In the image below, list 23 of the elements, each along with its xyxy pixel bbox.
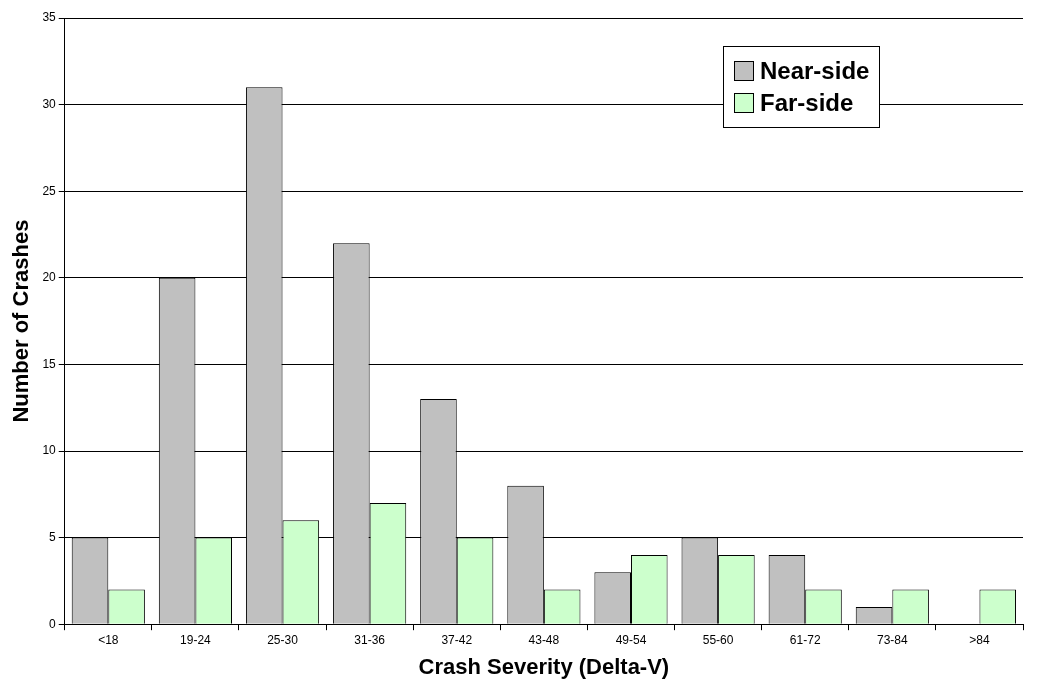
x-tick-label: 73-84 [876, 632, 908, 647]
y-tick-label: 20 [42, 270, 57, 285]
x-tick-label: 19-24 [180, 632, 212, 647]
legend-label: Far-side [760, 89, 854, 117]
y-tick-label: 0 [49, 616, 57, 631]
x-tick-label: 43-48 [528, 632, 560, 647]
x-axis-title: Crash Severity (Delta-V) [418, 653, 670, 679]
x-tick-label: 31-36 [354, 632, 386, 647]
y-axis-title: Number of Crashes [8, 219, 34, 423]
x-tick-label: >84 [969, 632, 990, 647]
y-tick-label: 5 [49, 529, 57, 544]
y-tick-label: 15 [42, 356, 57, 371]
y-tick-label: 10 [42, 443, 57, 458]
x-tick-label: 25-30 [267, 632, 299, 647]
y-tick-label: 35 [42, 10, 57, 25]
legend-label: Near-side [760, 57, 870, 85]
x-tick-label: 55-60 [702, 632, 734, 647]
x-tick-label: 61-72 [789, 632, 821, 647]
y-tick-label: 30 [42, 96, 57, 111]
x-tick-label: 37-42 [441, 632, 473, 647]
x-tick-label: <18 [98, 632, 119, 647]
x-tick-label: 49-54 [615, 632, 647, 647]
y-tick-label: 25 [42, 183, 57, 198]
